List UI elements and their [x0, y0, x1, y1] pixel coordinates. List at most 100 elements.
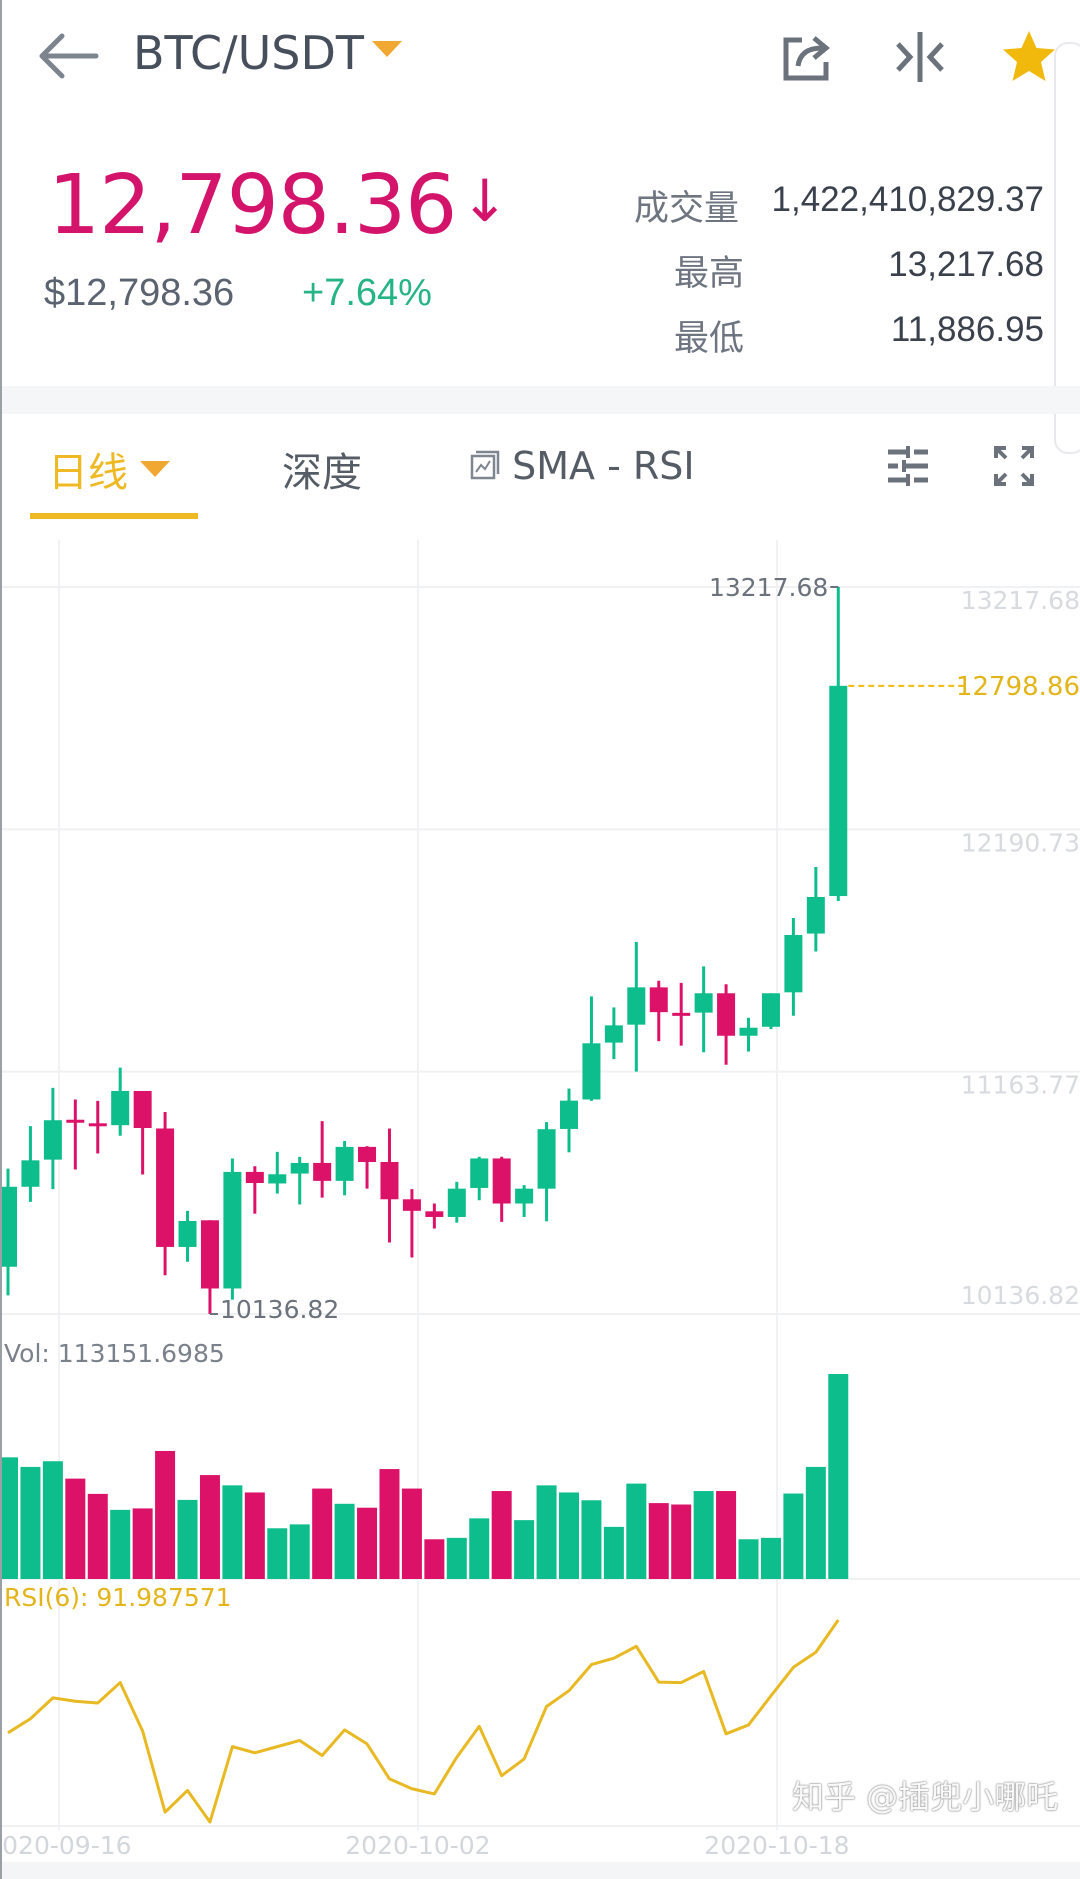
volume-bar	[805, 1466, 826, 1579]
candle-body	[200, 1220, 219, 1289]
bottom-bar	[2, 1862, 1080, 1879]
side-drawer-handle[interactable]	[1054, 42, 1080, 454]
candle-body	[672, 1012, 691, 1016]
high-marker-label: 13217.68	[709, 573, 828, 602]
candle-body	[133, 1090, 152, 1129]
candle-body	[537, 1129, 556, 1189]
chart-settings-button[interactable]	[886, 444, 930, 488]
volume-bar	[177, 1499, 198, 1579]
tab-indicators[interactable]: SMA - RSI	[470, 444, 695, 488]
price-axis-label: 11163.77	[961, 1071, 1080, 1100]
volume-bar	[671, 1504, 692, 1579]
expand-icon	[994, 446, 1034, 486]
candle-body	[739, 1027, 758, 1036]
candle-body	[761, 993, 780, 1027]
volume-bar	[828, 1374, 849, 1579]
volume-bar	[357, 1507, 378, 1579]
arrow-left-icon	[39, 33, 99, 79]
fullscreen-button[interactable]	[994, 446, 1034, 486]
volume-bar	[65, 1478, 86, 1579]
tab-interval[interactable]: 日线	[48, 440, 170, 498]
date-axis-label: 2020-10-02	[345, 1831, 490, 1860]
volume-bar	[738, 1539, 759, 1579]
stat-low-label: 最低	[674, 319, 745, 359]
volume-bar	[783, 1493, 804, 1579]
candle-body	[694, 993, 713, 1013]
volume-bar	[199, 1475, 220, 1579]
caret-down-icon	[371, 40, 402, 57]
candle-body	[223, 1171, 242, 1289]
back-button[interactable]	[36, 30, 100, 82]
volume-bar	[289, 1524, 310, 1579]
volume-bar	[379, 1469, 400, 1579]
price-axis-label: 12190.73	[961, 828, 1080, 857]
volume-bar	[514, 1520, 535, 1579]
candle-body	[402, 1199, 421, 1211]
volume-bar	[716, 1491, 737, 1579]
candle-body	[335, 1146, 354, 1181]
candle-body	[560, 1100, 578, 1129]
candle-body	[245, 1171, 264, 1183]
stat-high-value: 13,217.68	[888, 245, 1044, 284]
candle-body	[447, 1188, 466, 1217]
volume-bar	[155, 1450, 176, 1579]
volume-bar	[312, 1488, 333, 1579]
volume-bar	[334, 1503, 355, 1579]
sliders-icon	[888, 445, 928, 487]
pair-selector[interactable]: BTC/USDT	[133, 26, 402, 80]
stat-low-value: 11,886.95	[890, 310, 1044, 349]
watermark: 知乎 @插兜小哪吒	[792, 1778, 1059, 1816]
volume-bar	[760, 1537, 781, 1579]
down-arrow-icon: ↓	[460, 167, 509, 235]
volume-bar	[559, 1492, 579, 1579]
star-icon	[1003, 31, 1055, 81]
active-tab-indicator	[30, 513, 198, 519]
share-button[interactable]	[782, 32, 832, 82]
candle-body	[43, 1120, 62, 1160]
compare-button[interactable]	[892, 30, 948, 84]
rsi-label: RSI(6): 91.987571	[4, 1583, 232, 1612]
candle-body	[627, 987, 646, 1025]
tab-interval-label: 日线	[48, 450, 128, 496]
volume-bar	[603, 1526, 624, 1579]
candle-body	[290, 1162, 309, 1174]
price-axis-label: 13217.68	[961, 586, 1080, 615]
candle-body	[2, 1186, 17, 1267]
volume-bar	[491, 1491, 512, 1579]
volume-bar	[626, 1483, 647, 1579]
volume-bar	[87, 1493, 108, 1579]
candle-body	[806, 896, 825, 934]
section-divider	[2, 386, 1080, 414]
last-price: 12,798.36↓	[48, 158, 509, 253]
last-price-value: 12,798.36	[48, 158, 457, 253]
candle-body	[492, 1158, 511, 1204]
rsi-line	[7, 1619, 840, 1824]
usd-price: $12,798.36	[44, 272, 235, 314]
candle-body	[425, 1211, 444, 1217]
volume-bar	[401, 1488, 422, 1579]
pair-title: BTC/USDT	[133, 26, 364, 80]
volume-bar	[424, 1539, 445, 1579]
price-axis-label: 10136.82	[961, 1281, 1080, 1310]
volume-bar	[20, 1466, 41, 1579]
candle-body	[358, 1146, 377, 1162]
candle-body	[380, 1161, 399, 1200]
volume-bar	[110, 1509, 131, 1579]
volume-bar	[536, 1485, 557, 1579]
stat-volume-value: 1,422,410,829.37	[771, 180, 1044, 219]
candle-body	[111, 1090, 130, 1126]
volume-bar	[581, 1500, 602, 1579]
volume-bar	[469, 1518, 490, 1579]
candle-body	[178, 1220, 197, 1247]
favorite-button[interactable]	[1000, 28, 1058, 86]
candle-body	[717, 993, 736, 1036]
candle-body	[604, 1025, 623, 1043]
volume-bar	[244, 1492, 265, 1579]
tab-depth[interactable]: 深度	[282, 450, 362, 496]
split-icon	[896, 32, 944, 82]
volume-bar	[42, 1461, 63, 1579]
volume-bar	[222, 1485, 243, 1579]
volume-bar	[2, 1457, 18, 1579]
chart-box-icon	[470, 450, 500, 479]
